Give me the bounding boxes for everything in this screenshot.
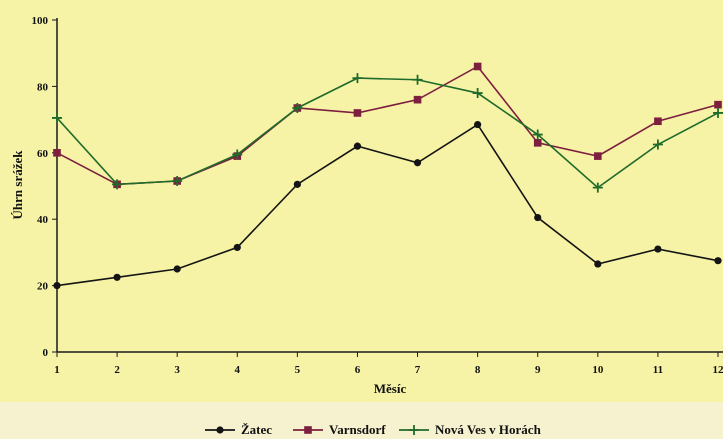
data-point bbox=[413, 159, 422, 167]
data-point bbox=[594, 260, 602, 268]
legend: Žatec Varnsdorf Nová Ves v Horách bbox=[205, 422, 542, 437]
data-point bbox=[532, 129, 543, 140]
data-point bbox=[172, 176, 183, 187]
data-point bbox=[409, 425, 419, 435]
data-point bbox=[652, 139, 663, 150]
plot-panel bbox=[0, 0, 723, 402]
y-tick-label: 40 bbox=[37, 214, 49, 226]
data-point bbox=[534, 213, 542, 222]
series-line bbox=[56, 65, 719, 186]
data-point bbox=[173, 265, 181, 273]
legend-item: Žatec bbox=[205, 422, 272, 437]
series-circle bbox=[53, 120, 722, 290]
x-tick-label: 7 bbox=[415, 364, 421, 376]
x-axis-label: Měsíc bbox=[374, 381, 407, 396]
data-point bbox=[292, 102, 303, 113]
data-point bbox=[304, 426, 312, 434]
x-tick-label: 12 bbox=[713, 364, 723, 376]
legend-item: Varnsdorf bbox=[293, 422, 386, 437]
data-point bbox=[412, 74, 423, 85]
data-point bbox=[112, 179, 123, 190]
series-plus bbox=[52, 73, 723, 193]
y-tick-label: 60 bbox=[37, 148, 49, 160]
data-point bbox=[113, 273, 121, 281]
legend-label: Žatec bbox=[241, 422, 272, 437]
data-point bbox=[53, 282, 61, 290]
data-point bbox=[353, 109, 362, 117]
series-square bbox=[53, 62, 722, 189]
data-point bbox=[53, 149, 61, 157]
series-line bbox=[56, 123, 719, 287]
legend-label: Nová Ves v Horách bbox=[435, 422, 542, 437]
data-point bbox=[352, 73, 363, 84]
series-layer bbox=[52, 62, 723, 290]
data-point bbox=[714, 100, 722, 109]
data-point bbox=[232, 149, 243, 160]
y-tick-label: 80 bbox=[37, 81, 49, 93]
x-tick-label: 5 bbox=[295, 364, 301, 376]
x-tick-label: 3 bbox=[174, 364, 180, 376]
data-point bbox=[52, 112, 62, 123]
x-tick-label: 11 bbox=[653, 364, 663, 376]
x-tick-label: 8 bbox=[475, 364, 481, 376]
data-point bbox=[654, 117, 662, 126]
data-point bbox=[353, 142, 362, 150]
legend-item: Nová Ves v Horách bbox=[399, 422, 542, 437]
data-point bbox=[654, 245, 662, 253]
data-point bbox=[216, 426, 224, 434]
x-tick-label: 6 bbox=[355, 364, 361, 376]
axes bbox=[56, 18, 723, 353]
x-tick-label: 2 bbox=[114, 364, 120, 376]
x-tick-label: 10 bbox=[592, 364, 604, 376]
data-point bbox=[592, 182, 603, 193]
x-tick-label: 9 bbox=[535, 364, 541, 376]
data-point bbox=[533, 139, 542, 147]
data-point bbox=[714, 257, 722, 265]
series-line bbox=[56, 77, 719, 189]
legend-label: Varnsdorf bbox=[329, 422, 386, 437]
data-point bbox=[473, 62, 482, 71]
y-axis-label: Úhrn srážek bbox=[10, 150, 25, 220]
data-point bbox=[474, 120, 482, 129]
y-tick-label: 0 bbox=[43, 347, 49, 359]
data-point bbox=[293, 180, 301, 188]
data-point bbox=[713, 107, 723, 118]
data-point bbox=[413, 95, 422, 104]
x-tick-label: 1 bbox=[54, 364, 60, 376]
data-point bbox=[233, 243, 241, 252]
data-point bbox=[594, 152, 602, 160]
y-tick-label: 100 bbox=[32, 15, 49, 27]
data-point bbox=[472, 88, 483, 99]
y-tick-label: 20 bbox=[37, 281, 49, 293]
x-tick-label: 4 bbox=[235, 364, 241, 376]
